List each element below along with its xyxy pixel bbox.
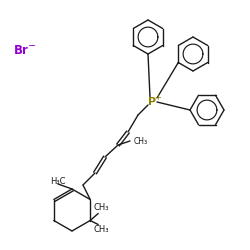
Text: CH₃: CH₃ [134, 136, 148, 145]
Text: H₃C: H₃C [50, 178, 66, 186]
Text: CH₃: CH₃ [93, 226, 109, 234]
Text: Br: Br [14, 44, 29, 57]
Text: P: P [148, 97, 156, 107]
Text: +: + [154, 92, 162, 102]
Text: CH₃: CH₃ [93, 202, 109, 211]
Text: −: − [28, 41, 36, 51]
